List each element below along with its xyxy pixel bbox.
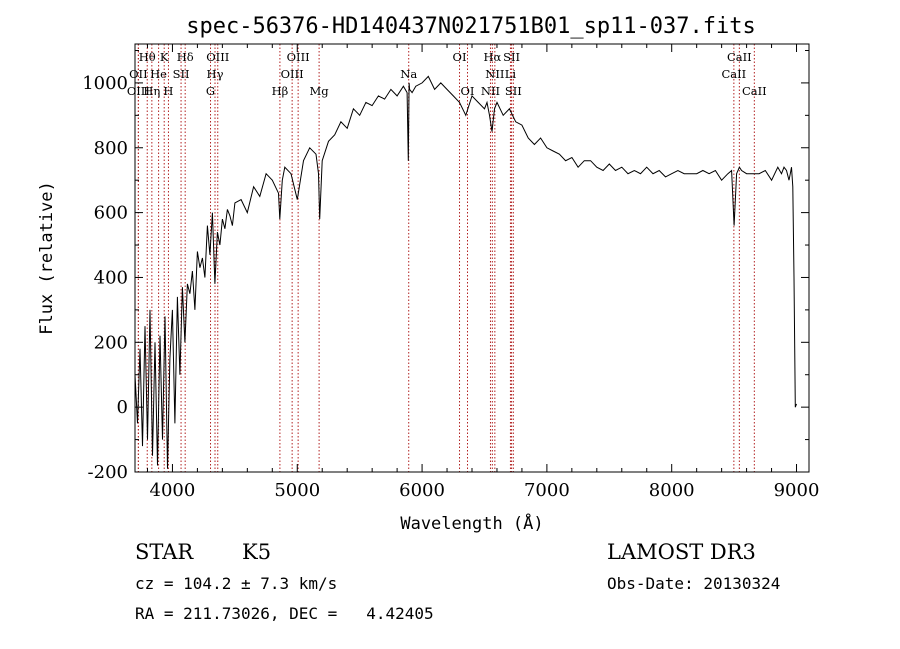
coordinates-text: RA = 211.73026, DEC = 4.42405: [135, 604, 434, 623]
spectral-line-label: Hγ: [207, 67, 224, 81]
y-tick-label: 200: [94, 332, 128, 353]
x-tick-label: 9000: [774, 480, 820, 501]
spectral-line-label: OII: [129, 67, 148, 81]
y-tick-label: 600: [94, 203, 128, 224]
spectral-line-label: CaII: [721, 67, 746, 81]
obs-date-text: Obs-Date: 20130324: [607, 574, 781, 593]
spectral-line-label: SII: [503, 50, 520, 64]
redshift-text: cz = 104.2 ± 7.3 km/s: [135, 574, 338, 593]
spectral-line-label: Hα: [483, 50, 501, 64]
spectral-line-label: CaII: [742, 84, 767, 98]
spectral-line-label: He: [150, 67, 167, 81]
spectral-line-label: NII: [481, 84, 500, 98]
spectral-line-label: Na: [400, 67, 417, 81]
spectral-line-label: Mg: [310, 84, 330, 98]
object-class: STAR: [135, 540, 194, 564]
y-axis-ticks: -200 0 200 400 600 800 1000: [82, 49, 809, 483]
y-tick-label: 1000: [82, 73, 128, 94]
x-tick-label: 5000: [274, 480, 320, 501]
y-tick-label: -200: [88, 462, 128, 483]
y-tick-label: 800: [94, 138, 128, 159]
survey-label: LAMOST DR3: [607, 540, 756, 564]
spectral-line-label: Hβ: [272, 84, 289, 98]
spectral-line-label: OIII: [206, 50, 229, 64]
chart-title: spec-56376-HD140437N021751B01_sp11-037.f…: [186, 14, 756, 39]
x-tick-label: 7000: [524, 480, 570, 501]
spectral-line-label: OIII: [287, 50, 310, 64]
spectral-line-label: SII: [505, 84, 522, 98]
spectral-line-label: G: [206, 84, 215, 98]
y-tick-label: 400: [94, 267, 128, 288]
plot-frame: [134, 43, 810, 473]
spectral-line-label: OI: [461, 84, 475, 98]
spectral-line-label: NII: [485, 67, 504, 81]
spectral-line-label: Hη: [143, 84, 160, 98]
object-subclass: K5: [242, 540, 272, 564]
spectral-line-label: CaII: [727, 50, 752, 64]
spectral-line-markers: [137, 44, 755, 472]
spectral-line-label: Hδ: [177, 50, 194, 64]
x-axis-ticks: 4000 5000 6000 7000 8000 9000: [146, 44, 820, 501]
x-tick-label: 8000: [649, 480, 695, 501]
y-tick-label: 0: [117, 397, 128, 418]
spectral-line-label: Hθ: [139, 50, 156, 64]
spectral-line-label: Li: [505, 67, 517, 81]
y-axis-label: Flux (relative): [37, 181, 57, 335]
spectral-line-label: OIII: [127, 84, 150, 98]
spectral-line-label: H: [163, 84, 173, 98]
spectral-line-label: OIII: [281, 67, 304, 81]
spectrum-line: [134, 75, 797, 469]
spectral-line-label: K: [160, 50, 169, 64]
spectral-line-label: SII: [173, 67, 190, 81]
x-axis-label: Wavelength (Å): [400, 512, 543, 534]
spectral-line-label: OI: [453, 50, 467, 64]
x-tick-label: 6000: [399, 480, 445, 501]
x-tick-label: 4000: [150, 480, 196, 501]
